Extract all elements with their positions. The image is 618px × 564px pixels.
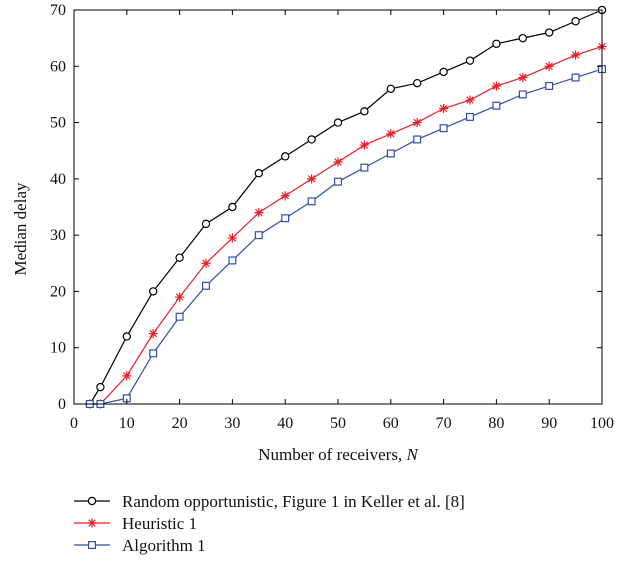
data-point: [545, 28, 554, 37]
data-point: [492, 39, 501, 48]
data-point: [96, 382, 105, 392]
data-point: [492, 101, 501, 110]
data-point: [413, 78, 422, 88]
x-tick-label: 90: [541, 415, 557, 432]
axes-box: [73, 9, 603, 405]
data-point: [228, 202, 237, 212]
data-point: [254, 169, 263, 178]
legend-label: Heuristic 1: [122, 514, 197, 533]
data-point: [175, 312, 184, 321]
x-tick-label: 60: [383, 415, 399, 432]
data-point: [227, 233, 237, 243]
data-point: [280, 191, 290, 201]
legend-marker: [87, 540, 96, 549]
data-point: [333, 157, 343, 167]
legend-marker: [87, 518, 97, 528]
data-point: [201, 258, 211, 268]
legend-entry-1: Heuristic 1: [74, 514, 197, 533]
data-point: [149, 349, 158, 358]
series-2: [85, 65, 606, 409]
y-tick-label: 10: [50, 340, 66, 357]
x-tick-label: 30: [224, 415, 240, 432]
data-point: [386, 149, 395, 158]
data-point: [122, 332, 132, 341]
data-point: [518, 72, 528, 83]
data-point: [413, 135, 422, 144]
data-point: [307, 197, 316, 206]
data-point: [545, 81, 554, 90]
data-point: [518, 90, 527, 99]
data-point: [360, 163, 369, 172]
data-point: [571, 50, 581, 60]
data-point: [571, 73, 580, 82]
data-point: [359, 140, 369, 150]
legend-entry-2: Algorithm 1: [74, 536, 206, 555]
x-tick-label: 20: [172, 415, 188, 432]
data-point: [148, 329, 158, 339]
data-point: [175, 253, 184, 262]
data-point: [281, 214, 290, 223]
x-tick-label: 0: [70, 415, 78, 432]
y-axis-label: Median delay: [11, 182, 30, 275]
series-1: [85, 41, 607, 409]
data-point: [491, 81, 501, 91]
plot-area: [85, 5, 607, 409]
y-tick-label: 0: [58, 396, 66, 413]
series-line-0: [89, 9, 603, 405]
legend-label: Algorithm 1: [122, 536, 206, 555]
legend-entry-0: Random opportunistic, Figure 1 in Keller…: [74, 492, 465, 511]
x-tick-label: 50: [330, 415, 346, 432]
data-point: [518, 33, 528, 43]
data-point: [465, 95, 475, 105]
data-point: [333, 118, 343, 127]
data-point: [466, 112, 475, 121]
y-tick-label: 40: [50, 171, 66, 188]
data-point: [201, 219, 211, 229]
x-tick-label: 70: [436, 415, 452, 432]
series-0: [85, 5, 607, 409]
y-tick-label: 70: [50, 2, 66, 19]
y-tick-label: 60: [50, 58, 66, 75]
data-point: [254, 208, 264, 218]
data-point: [122, 371, 132, 381]
data-point: [281, 152, 290, 161]
legend-label: Random opportunistic, Figure 1 in Keller…: [122, 492, 465, 511]
y-tick-label: 30: [50, 227, 66, 244]
data-point: [360, 107, 369, 116]
data-point: [202, 281, 211, 290]
y-tick-label: 20: [50, 283, 66, 300]
x-axis-label: Number of receivers, N: [258, 445, 419, 464]
data-point: [307, 135, 316, 144]
x-tick-label: 100: [590, 415, 614, 432]
x-tick-label: 40: [277, 415, 293, 432]
series-line-1: [89, 46, 603, 405]
data-point: [439, 103, 449, 114]
data-point: [254, 231, 263, 240]
data-point: [571, 17, 580, 26]
data-point: [439, 67, 448, 77]
data-point: [148, 287, 158, 296]
data-point: [412, 117, 422, 128]
data-point: [386, 84, 395, 94]
x-tick-label: 80: [488, 415, 504, 432]
data-point: [175, 292, 185, 302]
legend: Random opportunistic, Figure 1 in Keller…: [74, 492, 465, 555]
data-point: [228, 256, 237, 265]
axes: 0 10 20 30 40 50 60 70 80 90 100 0 10 20 30 40 50 60 70: [50, 2, 614, 432]
data-point: [307, 174, 317, 184]
data-point: [386, 129, 396, 139]
data-point: [334, 177, 343, 186]
data-point: [544, 61, 554, 71]
data-point: [465, 56, 475, 65]
x-tick-label: 10: [119, 415, 135, 432]
data-point: [439, 124, 448, 133]
y-tick-label: 50: [50, 115, 66, 132]
legend-marker: [87, 496, 97, 506]
